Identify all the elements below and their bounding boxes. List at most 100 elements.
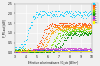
Point (27, 50, 29, 51)
Point (86, 28, 88, 29)
Point (88, 24, 89, 25)
Point (31, 50, 33, 51)
Point (76, 33, 77, 34)
Point (38, 42, 40, 43)
Point (65, 14, 67, 15)
Point (56, 50, 57, 51)
Point (18, 51, 20, 52)
Point (54, 27, 55, 28)
Point (21, 51, 23, 52)
Point (28, 51, 29, 52)
Point (70, 38, 72, 39)
Point (67, 12, 69, 13)
Point (78, 26, 79, 27)
Point (83, 24, 84, 25)
Point (33, 50, 34, 51)
Point (66, 50, 68, 51)
Point (19, 52, 20, 53)
Point (57, 51, 58, 52)
Point (15, 51, 16, 52)
Point (51, 50, 52, 51)
Point (17, 50, 19, 51)
Point (72, 50, 73, 51)
Point (42, 50, 44, 51)
Point (75, 31, 77, 32)
Point (51, 48, 53, 49)
Point (86, 50, 87, 51)
Point (63, 39, 65, 40)
Point (65, 48, 66, 49)
Point (43, 50, 44, 51)
Point (35, 52, 37, 53)
Point (58, 50, 60, 51)
Point (71, 29, 73, 30)
Point (72, 25, 74, 26)
Point (32, 51, 34, 52)
Point (28, 49, 30, 50)
Point (75, 26, 77, 27)
Point (23, 52, 25, 53)
Point (45, 51, 46, 52)
Point (15, 51, 17, 52)
Point (25, 52, 27, 53)
Point (62, 25, 63, 26)
Point (63, 27, 64, 28)
Point (80, 31, 81, 32)
Point (67, 27, 68, 28)
Point (76, 34, 78, 35)
Point (24, 51, 25, 52)
Point (86, 50, 88, 51)
Point (20, 51, 22, 52)
Point (89, 23, 90, 24)
Point (62, 51, 63, 52)
Point (91, 50, 92, 51)
Point (19, 51, 20, 52)
Point (19, 52, 20, 53)
Point (33, 50, 34, 51)
Point (62, 50, 64, 51)
Point (52, 50, 54, 51)
Point (35, 49, 36, 50)
Point (38, 51, 39, 52)
Point (86, 24, 88, 25)
Point (46, 50, 47, 51)
Point (16, 50, 18, 51)
Point (82, 26, 84, 27)
Point (22, 51, 24, 52)
Point (72, 12, 74, 14)
Point (36, 47, 38, 48)
Point (18, 52, 20, 53)
Point (36, 50, 38, 51)
Point (17, 51, 18, 52)
Point (80, 32, 81, 33)
Point (27, 35, 28, 36)
Point (48, 27, 50, 28)
Point (46, 36, 48, 37)
Point (63, 48, 65, 49)
Point (85, 12, 87, 13)
Point (83, 24, 85, 25)
Point (53, 15, 55, 16)
Point (90, 33, 92, 34)
Point (79, 27, 81, 28)
Point (60, 22, 62, 23)
Point (24, 49, 25, 50)
Point (26, 50, 28, 51)
Point (70, 51, 71, 52)
Point (85, 27, 87, 28)
Point (79, 34, 80, 35)
Point (72, 31, 74, 32)
Point (35, 48, 36, 49)
Point (25, 51, 26, 52)
Point (89, 24, 91, 25)
Point (81, 51, 83, 52)
Point (46, 48, 48, 49)
Point (89, 50, 91, 51)
Point (83, 28, 85, 29)
Point (31, 51, 32, 52)
Point (57, 50, 58, 51)
Point (16, 50, 17, 51)
Point (17, 51, 18, 52)
Point (57, 48, 58, 49)
Point (68, 35, 70, 36)
